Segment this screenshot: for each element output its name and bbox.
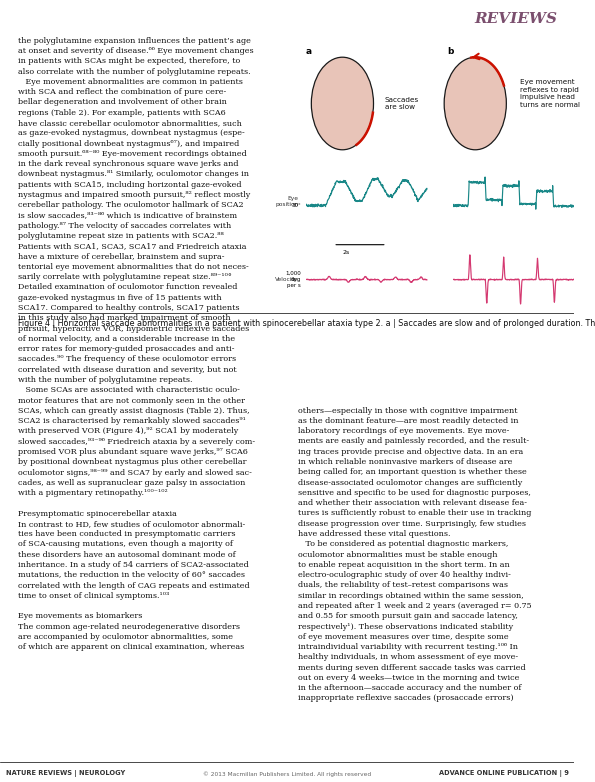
Text: Saccades
are slow: Saccades are slow xyxy=(385,97,419,110)
Text: REVIEWS: REVIEWS xyxy=(474,13,557,27)
Text: 30°: 30° xyxy=(292,203,301,208)
Text: NATURE REVIEWS | NEUROLOGY: NATURE REVIEWS | NEUROLOGY xyxy=(6,770,125,777)
Text: Eye
position: Eye position xyxy=(275,196,299,207)
Text: Figure 4 | Horizontal saccade abnormalities in a patient with spinocerebellar at: Figure 4 | Horizontal saccade abnormalit… xyxy=(18,319,595,328)
Text: b: b xyxy=(447,47,453,56)
Text: others—especially in those with cognitive impairment
as the dominant feature—are: others—especially in those with cognitiv… xyxy=(298,407,531,702)
Text: © 2013 Macmillan Publishers Limited. All rights reserved: © 2013 Macmillan Publishers Limited. All… xyxy=(203,771,371,777)
Text: 2s: 2s xyxy=(343,250,350,256)
Text: 1,000
deg
per s: 1,000 deg per s xyxy=(286,271,301,288)
Text: ADVANCE ONLINE PUBLICATION | 9: ADVANCE ONLINE PUBLICATION | 9 xyxy=(439,770,568,777)
Ellipse shape xyxy=(444,57,506,150)
Text: a: a xyxy=(306,47,312,56)
Text: the polyglutamine expansion influences the patient’s age
at onset and severity o: the polyglutamine expansion influences t… xyxy=(18,37,255,651)
Ellipse shape xyxy=(311,57,374,150)
Text: Velocity: Velocity xyxy=(275,277,299,282)
Text: Eye movement
reflexes to rapid
impulsive head
turns are normal: Eye movement reflexes to rapid impulsive… xyxy=(521,79,581,108)
